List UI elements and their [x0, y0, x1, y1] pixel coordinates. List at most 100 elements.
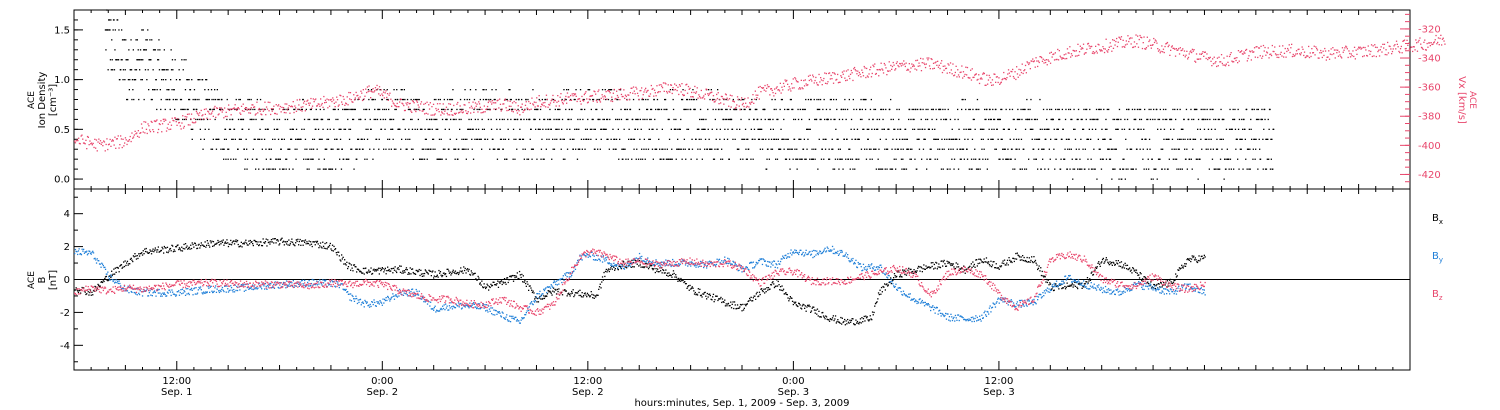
- density-point: [1034, 138, 1036, 140]
- density-point: [327, 118, 329, 121]
- density-point: [569, 128, 571, 130]
- b-bx-point: [435, 276, 437, 278]
- density-point: [1219, 168, 1221, 170]
- vx-point: [836, 78, 838, 81]
- b-bx-point: [430, 275, 432, 277]
- density-point: [383, 148, 385, 150]
- vx-point: [684, 89, 686, 92]
- vx-point: [1091, 52, 1094, 54]
- vx-point: [1441, 38, 1444, 40]
- vx-point: [1409, 49, 1411, 51]
- density-point: [595, 138, 597, 140]
- density-point: [544, 118, 546, 121]
- density-point: [712, 98, 714, 101]
- vx-point: [1044, 59, 1046, 61]
- density-point: [818, 98, 820, 101]
- density-point: [439, 98, 441, 101]
- vx-point: [593, 90, 595, 92]
- density-point: [459, 98, 462, 101]
- b-bx-point: [458, 272, 460, 274]
- density-point: [925, 108, 927, 111]
- density-point: [1269, 108, 1271, 111]
- density-point: [732, 138, 734, 140]
- density-point: [277, 138, 280, 140]
- density-point: [411, 128, 414, 130]
- b-bx-point: [358, 269, 360, 271]
- density-point: [337, 108, 339, 111]
- b-bx-point: [531, 291, 534, 294]
- density-point: [580, 108, 582, 111]
- density-point: [523, 118, 525, 121]
- density-point: [107, 69, 109, 71]
- density-point: [956, 148, 958, 150]
- vx-point: [482, 111, 484, 114]
- vx-point: [646, 90, 648, 92]
- b-bx-point: [221, 240, 223, 242]
- b-bx-point: [461, 270, 463, 272]
- vx-point: [1428, 42, 1431, 44]
- vx-point: [1312, 52, 1315, 54]
- density-point: [527, 158, 530, 160]
- vx-point: [457, 101, 459, 104]
- density-point: [624, 148, 626, 150]
- vx-point: [1095, 50, 1098, 52]
- density-point: [379, 118, 382, 121]
- density-point: [1053, 128, 1055, 130]
- vx-point: [708, 93, 710, 95]
- vx-point: [835, 79, 837, 81]
- density-point: [603, 118, 605, 121]
- vx-point: [631, 87, 633, 89]
- vx-tick-label: -420: [1418, 170, 1441, 181]
- density-point: [1178, 148, 1180, 150]
- vx-point: [817, 84, 819, 86]
- density-point: [989, 118, 992, 121]
- vx-point: [261, 108, 264, 110]
- density-point: [850, 158, 852, 160]
- density-point: [666, 148, 668, 150]
- vx-point: [471, 107, 473, 109]
- density-point: [552, 148, 554, 150]
- vx-point: [601, 94, 603, 96]
- vx-point: [592, 100, 594, 102]
- density-point: [333, 108, 335, 111]
- vx-point: [315, 98, 317, 100]
- density-point: [850, 128, 852, 130]
- density-point: [113, 19, 115, 21]
- vx-point: [970, 79, 973, 81]
- density-point: [761, 138, 763, 140]
- vx-point: [669, 91, 671, 93]
- vx-point: [1178, 47, 1180, 50]
- density-point: [642, 118, 644, 121]
- density-point: [264, 108, 266, 111]
- vx-point: [1344, 47, 1346, 49]
- vx-point: [872, 64, 874, 66]
- density-point: [321, 118, 323, 121]
- vx-point: [648, 95, 650, 97]
- density-point: [321, 138, 323, 140]
- vx-point: [1408, 42, 1410, 44]
- vx-point: [731, 95, 733, 97]
- density-point: [391, 118, 393, 121]
- density-point: [256, 98, 258, 101]
- vx-point: [1217, 65, 1219, 67]
- vx-point: [427, 113, 429, 115]
- density-point: [931, 118, 933, 121]
- density-point: [938, 108, 940, 111]
- b-bx-point: [469, 273, 471, 276]
- b-bx-point: [184, 243, 187, 245]
- density-point: [489, 148, 491, 150]
- density-point: [1054, 138, 1056, 140]
- b-bx-point: [303, 240, 305, 242]
- b-bx-point: [139, 253, 141, 255]
- b-bx-point: [347, 267, 349, 270]
- vx-point: [286, 109, 289, 111]
- b-bx-point: [363, 273, 365, 275]
- vx-point: [1392, 48, 1394, 50]
- density-point: [306, 168, 308, 170]
- density-point: [393, 89, 395, 91]
- b-bx-point: [391, 267, 393, 270]
- density-point: [982, 158, 984, 160]
- density-point: [1056, 128, 1059, 130]
- b-bx-point: [77, 290, 79, 292]
- density-point: [1025, 168, 1028, 170]
